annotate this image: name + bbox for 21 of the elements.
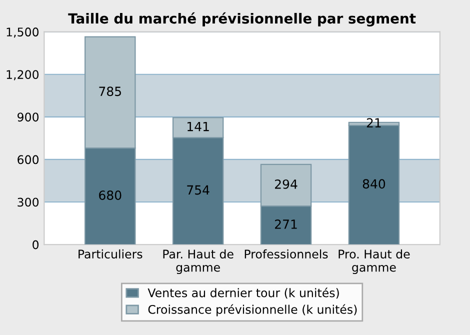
data-label: 294 [275, 179, 298, 189]
y-tick-label: 900 [18, 112, 39, 122]
data-label: 785 [99, 86, 121, 96]
data-label: 680 [99, 190, 122, 200]
y-tick-label: 300 [18, 198, 39, 207]
legend-label: Croissance prévisionnelle (k unités) [148, 304, 357, 316]
y-tick-label: 1,200 [6, 70, 39, 80]
y-tick-label: 1,500 [6, 28, 39, 38]
data-label: 840 [362, 179, 386, 189]
legend-label: Ventes au dernier tour (k unités) [148, 288, 339, 299]
x-tick-label: Pro. Haut de gamme [338, 249, 410, 274]
data-label: 271 [275, 220, 297, 229]
y-tick-label: 0 [32, 240, 39, 250]
y-tick-label: 600 [18, 155, 39, 164]
x-tick-label: Particuliers [78, 249, 142, 259]
data-label: 754 [187, 185, 210, 195]
x-tick-label: Par. Haut de gamme [163, 249, 234, 274]
data-label: 141 [188, 122, 209, 132]
data-label: 21 [366, 118, 381, 128]
chart-title: Taille du marché prévisionnelle par segment [68, 12, 416, 26]
x-tick-label: Professionnels [244, 249, 328, 259]
